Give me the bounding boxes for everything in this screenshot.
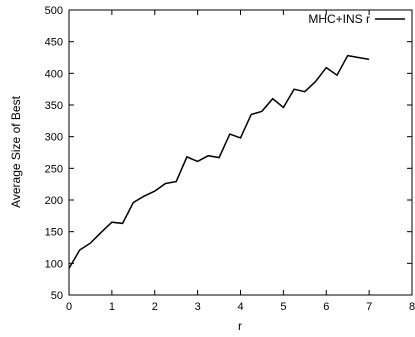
- x-tick-label: 7: [366, 301, 372, 313]
- y-tick-label: 200: [45, 195, 63, 207]
- y-tick-label: 300: [45, 132, 63, 144]
- series-layer: [68, 54, 370, 269]
- x-tick-label: 2: [152, 301, 158, 313]
- x-tick-label: 1: [109, 301, 115, 313]
- series-line-0: [68, 54, 370, 269]
- legend: MHC+INS r: [308, 12, 405, 26]
- y-tick-label: 250: [45, 163, 63, 175]
- x-tick-label: 6: [323, 301, 329, 313]
- x-axis: 0 1 2 3 4 5 6 7 8: [66, 10, 415, 313]
- y-tick-label: 50: [51, 290, 63, 302]
- x-tick-label: 8: [409, 301, 415, 313]
- y-tick-label: 100: [45, 258, 63, 270]
- x-axis-label: r: [238, 319, 242, 333]
- plot-frame: [68, 9, 413, 296]
- x-tick-label: 5: [280, 301, 286, 313]
- plot-area: 0 1 2 3 4 5 6 7 8 50 100 150 200 250 300 350 400 450 500: [45, 5, 415, 313]
- legend-label: MHC+INS r: [308, 12, 370, 26]
- y-tick-label: 450: [45, 37, 63, 49]
- y-axis-label: Average Size of Best: [9, 95, 23, 208]
- x-tick-label: 0: [66, 301, 72, 313]
- x-tick-label: 4: [237, 301, 243, 313]
- y-tick-label: 500: [45, 5, 63, 17]
- y-tick-label: 350: [45, 100, 63, 112]
- y-tick-label: 400: [45, 68, 63, 80]
- y-tick-label: 150: [45, 227, 63, 239]
- y-axis: 50 100 150 200 250 300 350 400 450 500: [45, 5, 412, 302]
- x-tick-label: 3: [195, 301, 201, 313]
